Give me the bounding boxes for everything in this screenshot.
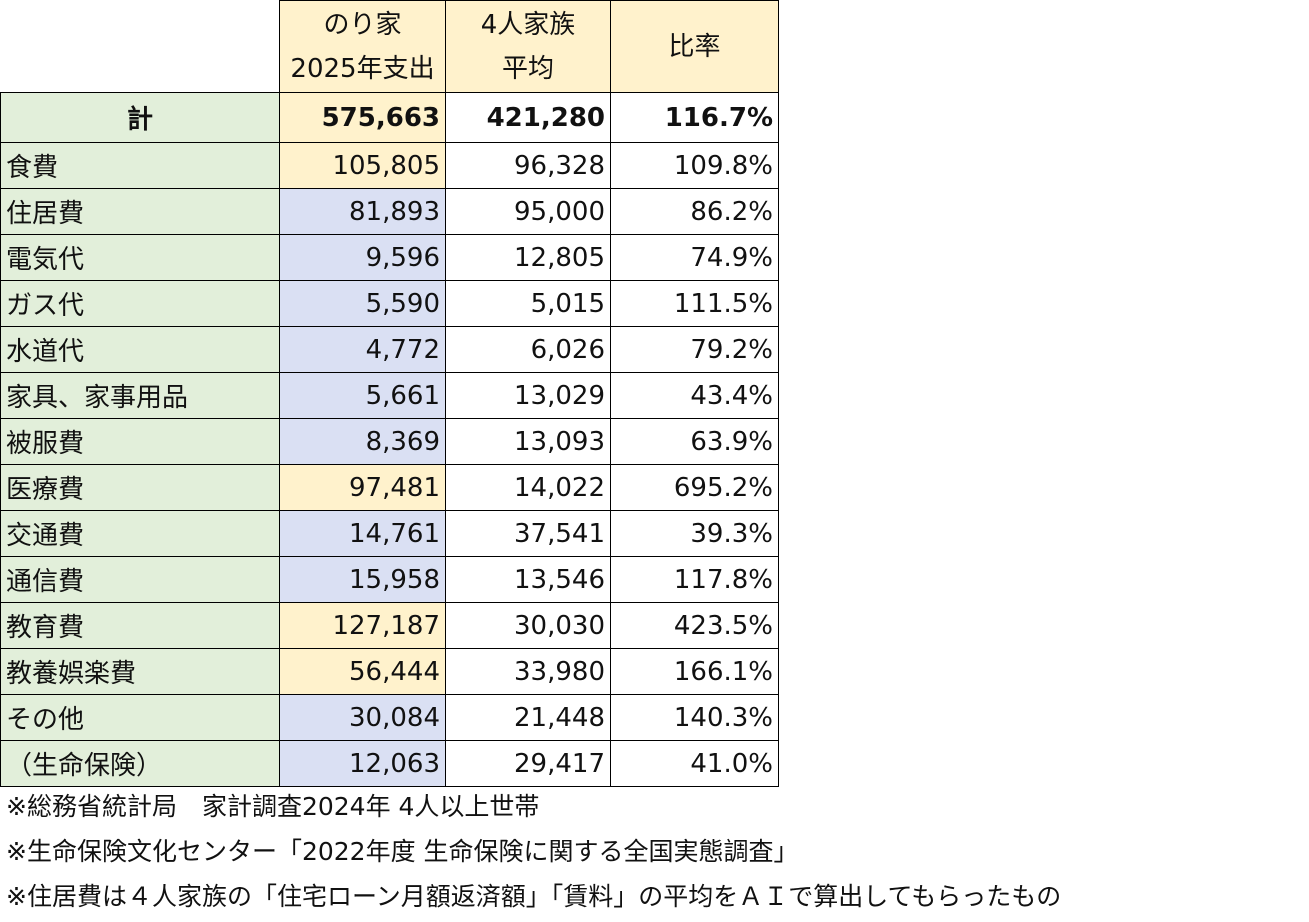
row-average: 13,029 — [445, 372, 611, 419]
row-ratio: 79.2% — [610, 326, 779, 373]
row-label: 被服費 — [0, 418, 280, 465]
table-row: 通信費 15,958 13,546 117.8% — [0, 556, 779, 603]
row-spend: 9,596 — [279, 234, 446, 281]
row-average: 95,000 — [445, 188, 611, 235]
table-row: 交通費 14,761 37,541 39.3% — [0, 510, 779, 557]
row-ratio: 140.3% — [610, 694, 779, 741]
table-row: その他 30,084 21,448 140.3% — [0, 694, 779, 741]
row-label: 交通費 — [0, 510, 280, 557]
header-average: 4人家族 平均 — [445, 0, 611, 93]
row-ratio: 41.0% — [610, 740, 779, 787]
table-body: のり家 2025年支出 4人家族 平均 比率 計 575,663 421,280… — [0, 0, 779, 787]
row-average: 30,030 — [445, 602, 611, 649]
row-average: 12,805 — [445, 234, 611, 281]
total-spend: 575,663 — [279, 92, 446, 143]
row-spend: 97,481 — [279, 464, 446, 511]
row-spend: 15,958 — [279, 556, 446, 603]
row-ratio: 423.5% — [610, 602, 779, 649]
row-spend: 5,590 — [279, 280, 446, 327]
row-ratio: 43.4% — [610, 372, 779, 419]
table-row: 被服費 8,369 13,093 63.9% — [0, 418, 779, 465]
row-spend: 12,063 — [279, 740, 446, 787]
total-row: 計 575,663 421,280 116.7% — [0, 92, 779, 143]
header-ratio: 比率 — [610, 0, 779, 93]
row-label: 電気代 — [0, 234, 280, 281]
header-spend: のり家 2025年支出 — [279, 0, 446, 93]
table-row: 教育費 127,187 30,030 423.5% — [0, 602, 779, 649]
header-average-line2: 平均 — [501, 53, 554, 84]
row-label: ガス代 — [0, 280, 280, 327]
row-label: その他 — [0, 694, 280, 741]
row-average: 13,093 — [445, 418, 611, 465]
table-row: （生命保険） 12,063 29,417 41.0% — [0, 740, 779, 787]
row-ratio: 166.1% — [610, 648, 779, 695]
table-row: 電気代 9,596 12,805 74.9% — [0, 234, 779, 281]
row-label: 食費 — [0, 142, 280, 189]
row-ratio: 74.9% — [610, 234, 779, 281]
header-corner — [0, 0, 280, 93]
row-average: 14,022 — [445, 464, 611, 511]
row-average: 6,026 — [445, 326, 611, 373]
row-average: 37,541 — [445, 510, 611, 557]
total-average: 421,280 — [445, 92, 611, 143]
total-label: 計 — [0, 92, 280, 143]
row-average: 33,980 — [445, 648, 611, 695]
row-average: 5,015 — [445, 280, 611, 327]
row-average: 96,328 — [445, 142, 611, 189]
row-label: 医療費 — [0, 464, 280, 511]
row-label: （生命保険） — [0, 740, 280, 787]
row-spend: 5,661 — [279, 372, 446, 419]
row-ratio: 117.8% — [610, 556, 779, 603]
row-label: 家具、家事用品 — [0, 372, 280, 419]
table-row: 住居費 81,893 95,000 86.2% — [0, 188, 779, 235]
header-average-line1: 4人家族 — [480, 9, 576, 40]
row-label: 住居費 — [0, 188, 280, 235]
row-spend: 14,761 — [279, 510, 446, 557]
table-row: 教養娯楽費 56,444 33,980 166.1% — [0, 648, 779, 695]
table-row: 家具、家事用品 5,661 13,029 43.4% — [0, 372, 779, 419]
row-ratio: 63.9% — [610, 418, 779, 465]
row-ratio: 109.8% — [610, 142, 779, 189]
row-spend: 4,772 — [279, 326, 446, 373]
row-spend: 127,187 — [279, 602, 446, 649]
footnotes: ※総務省統計局 家計調査2024年 4人以上世帯 ※生命保険文化センター「202… — [6, 784, 1061, 919]
row-label: 教育費 — [0, 602, 280, 649]
row-ratio: 39.3% — [610, 510, 779, 557]
row-ratio: 86.2% — [610, 188, 779, 235]
total-ratio: 116.7% — [610, 92, 779, 143]
table-row: ガス代 5,590 5,015 111.5% — [0, 280, 779, 327]
header-row: のり家 2025年支出 4人家族 平均 比率 — [0, 0, 779, 93]
row-ratio: 111.5% — [610, 280, 779, 327]
expense-comparison-table: のり家 2025年支出 4人家族 平均 比率 計 575,663 421,280… — [0, 0, 779, 787]
row-label: 通信費 — [0, 556, 280, 603]
footnote-housing-method: ※住居費は４人家族の「住宅ローン月額返済額」「賃料」の平均をＡＩで算出してもらっ… — [6, 882, 1062, 911]
footnote-source-stat-bureau: ※総務省統計局 家計調査2024年 4人以上世帯 — [6, 792, 540, 821]
header-ratio-label: 比率 — [668, 31, 721, 62]
row-label: 水道代 — [0, 326, 280, 373]
row-spend: 56,444 — [279, 648, 446, 695]
row-average: 21,448 — [445, 694, 611, 741]
row-label: 教養娯楽費 — [0, 648, 280, 695]
row-ratio: 695.2% — [610, 464, 779, 511]
row-average: 13,546 — [445, 556, 611, 603]
header-spend-line2: 2025年支出 — [290, 53, 435, 84]
header-spend-line1: のり家 — [323, 9, 402, 40]
table-row: 医療費 97,481 14,022 695.2% — [0, 464, 779, 511]
row-average: 29,417 — [445, 740, 611, 787]
footnote-source-insurance: ※生命保険文化センター「2022年度 生命保険に関する全国実態調査」 — [6, 837, 799, 866]
row-spend: 81,893 — [279, 188, 446, 235]
row-spend: 8,369 — [279, 418, 446, 465]
row-spend: 30,084 — [279, 694, 446, 741]
table-row: 食費 105,805 96,328 109.8% — [0, 142, 779, 189]
row-spend: 105,805 — [279, 142, 446, 189]
table-row: 水道代 4,772 6,026 79.2% — [0, 326, 779, 373]
